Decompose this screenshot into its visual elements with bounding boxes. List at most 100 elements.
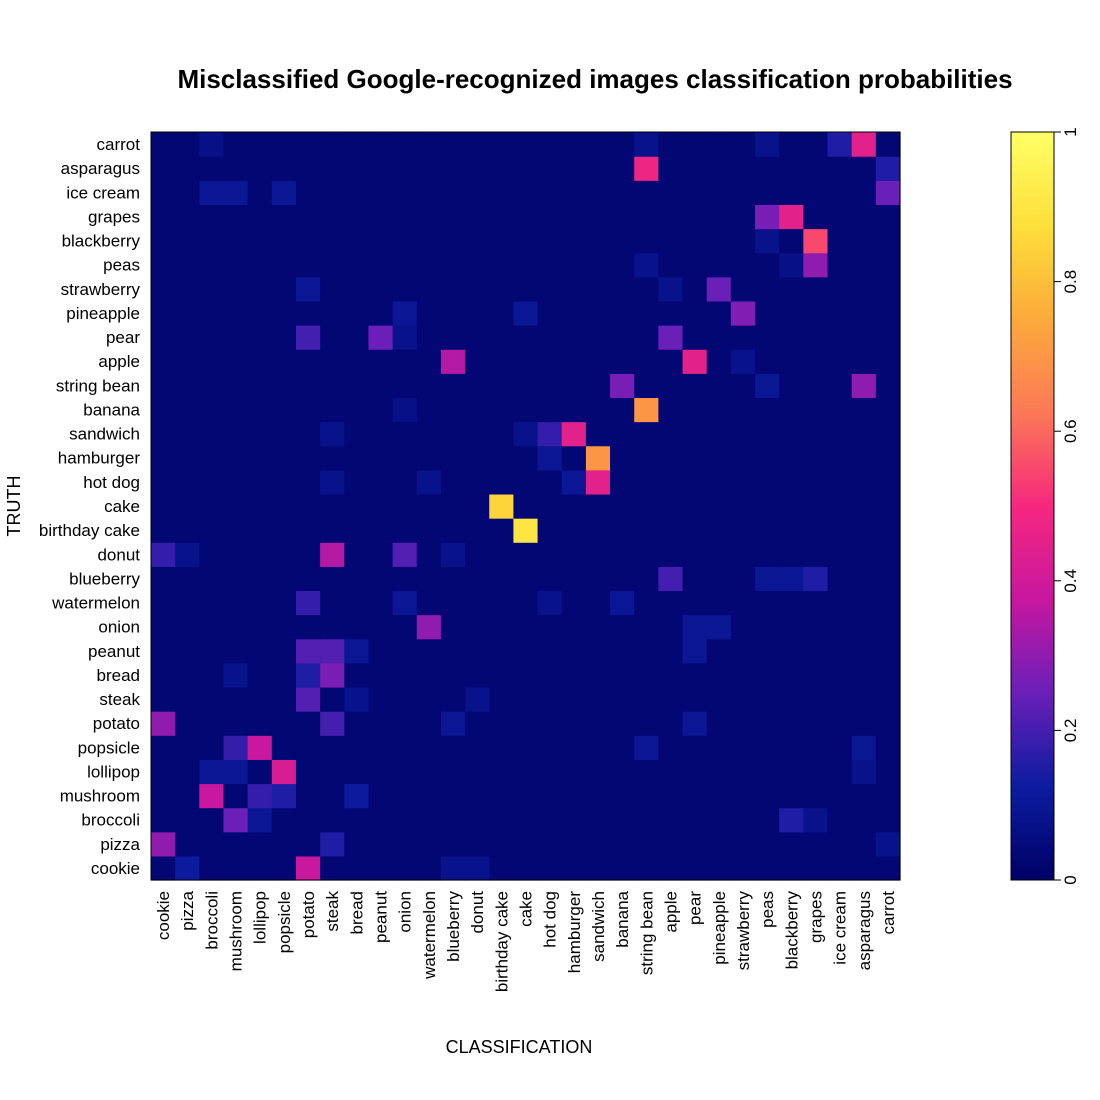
heatmap-cell bbox=[416, 228, 442, 254]
heatmap-cell bbox=[489, 397, 515, 423]
heatmap-cell bbox=[585, 638, 611, 664]
heatmap-cell bbox=[755, 156, 780, 181]
heatmap-cell bbox=[682, 397, 708, 423]
heatmap-cell bbox=[368, 566, 394, 592]
heatmap-cell bbox=[706, 204, 732, 230]
heatmap-cell bbox=[851, 735, 877, 760]
heatmap-cell bbox=[610, 759, 635, 785]
heatmap-cell bbox=[537, 686, 563, 712]
heatmap-cell bbox=[658, 373, 684, 399]
heatmap-cell bbox=[320, 204, 345, 230]
heatmap-cell bbox=[295, 132, 321, 157]
heatmap-cell bbox=[658, 638, 684, 664]
heatmap-cell bbox=[295, 807, 321, 833]
heatmap-cell bbox=[827, 252, 853, 278]
heatmap-cell bbox=[440, 276, 466, 302]
heatmap-cell bbox=[658, 252, 684, 278]
heatmap-cell bbox=[706, 662, 732, 688]
heatmap-cell bbox=[199, 566, 225, 592]
heatmap-cell bbox=[730, 300, 756, 326]
heatmap-cell bbox=[730, 614, 756, 640]
heatmap-cell bbox=[755, 180, 780, 205]
heatmap-cell bbox=[851, 807, 877, 833]
heatmap-cell bbox=[803, 228, 829, 254]
heatmap-cell bbox=[199, 373, 225, 399]
heatmap-cell bbox=[344, 132, 370, 157]
heatmap-cell bbox=[368, 831, 394, 857]
heatmap-cell bbox=[730, 156, 756, 181]
heatmap-cell bbox=[706, 614, 732, 640]
heatmap-cell bbox=[465, 711, 490, 736]
heatmap-cell bbox=[585, 252, 611, 278]
heatmap-cell bbox=[803, 204, 829, 230]
x-tick-label: sandwich bbox=[589, 891, 608, 962]
heatmap-cell bbox=[513, 397, 539, 423]
heatmap-cell bbox=[151, 204, 176, 230]
heatmap-cell bbox=[295, 831, 321, 857]
heatmap-cell bbox=[440, 469, 466, 495]
heatmap-cell bbox=[585, 421, 611, 447]
heatmap-cell bbox=[634, 397, 659, 423]
heatmap-cell bbox=[755, 807, 780, 833]
heatmap-cell bbox=[247, 542, 273, 567]
heatmap-cell bbox=[368, 252, 394, 278]
heatmap-cell bbox=[465, 349, 490, 374]
colorbar-tick-label: 0 bbox=[1061, 875, 1080, 884]
heatmap-cell bbox=[295, 518, 321, 543]
heatmap-cell bbox=[561, 228, 587, 254]
heatmap-cell bbox=[368, 132, 394, 157]
heatmap-cell bbox=[175, 614, 200, 640]
heatmap-cell bbox=[537, 228, 563, 254]
heatmap-cell bbox=[755, 252, 780, 278]
heatmap-cell bbox=[730, 276, 756, 302]
heatmap-cell bbox=[561, 276, 587, 302]
heatmap-cell bbox=[634, 783, 659, 809]
heatmap-cell bbox=[392, 397, 418, 423]
heatmap-cell bbox=[368, 156, 394, 181]
heatmap-cell bbox=[151, 493, 176, 519]
heatmap-cell bbox=[803, 373, 829, 399]
heatmap-cell bbox=[561, 373, 587, 399]
heatmap-cell bbox=[851, 614, 877, 640]
heatmap-cell bbox=[320, 855, 345, 881]
heatmap-cell bbox=[368, 421, 394, 447]
heatmap-cell bbox=[247, 349, 273, 374]
x-tick-label: onion bbox=[396, 891, 415, 933]
heatmap-cell bbox=[513, 759, 539, 785]
heatmap-cell bbox=[175, 493, 200, 519]
heatmap-cell bbox=[779, 759, 804, 785]
heatmap-cell bbox=[537, 662, 563, 688]
heatmap-cell bbox=[416, 518, 442, 543]
heatmap-cell bbox=[465, 590, 490, 616]
heatmap-cell bbox=[755, 349, 780, 374]
heatmap-cell bbox=[320, 156, 345, 181]
heatmap-cell bbox=[634, 180, 659, 205]
heatmap-cell bbox=[416, 590, 442, 616]
heatmap-cell bbox=[755, 759, 780, 785]
heatmap-cell bbox=[416, 542, 442, 567]
heatmap-cell bbox=[175, 518, 200, 543]
heatmap-cell bbox=[489, 711, 515, 736]
heatmap-cell bbox=[151, 518, 176, 543]
heatmap-cell bbox=[851, 132, 877, 157]
heatmap-cell bbox=[779, 542, 804, 567]
y-tick-label: sandwich bbox=[69, 425, 140, 444]
heatmap-cell bbox=[320, 373, 345, 399]
heatmap-cell bbox=[368, 228, 394, 254]
heatmap-cell bbox=[344, 686, 370, 712]
heatmap-cell bbox=[658, 614, 684, 640]
heatmap-cell bbox=[223, 180, 249, 205]
heatmap-cell bbox=[368, 373, 394, 399]
heatmap-cell bbox=[199, 783, 225, 809]
heatmap-cell bbox=[295, 590, 321, 616]
heatmap-cell bbox=[682, 542, 708, 567]
heatmap-cell bbox=[513, 735, 539, 760]
heatmap-cell bbox=[513, 252, 539, 278]
heatmap-cell bbox=[465, 807, 490, 833]
heatmap-cell bbox=[295, 300, 321, 326]
heatmap-cell bbox=[271, 469, 297, 495]
heatmap-cell bbox=[440, 735, 466, 760]
heatmap-cell bbox=[585, 204, 611, 230]
heatmap-cell bbox=[368, 735, 394, 760]
heatmap-cell bbox=[682, 252, 708, 278]
